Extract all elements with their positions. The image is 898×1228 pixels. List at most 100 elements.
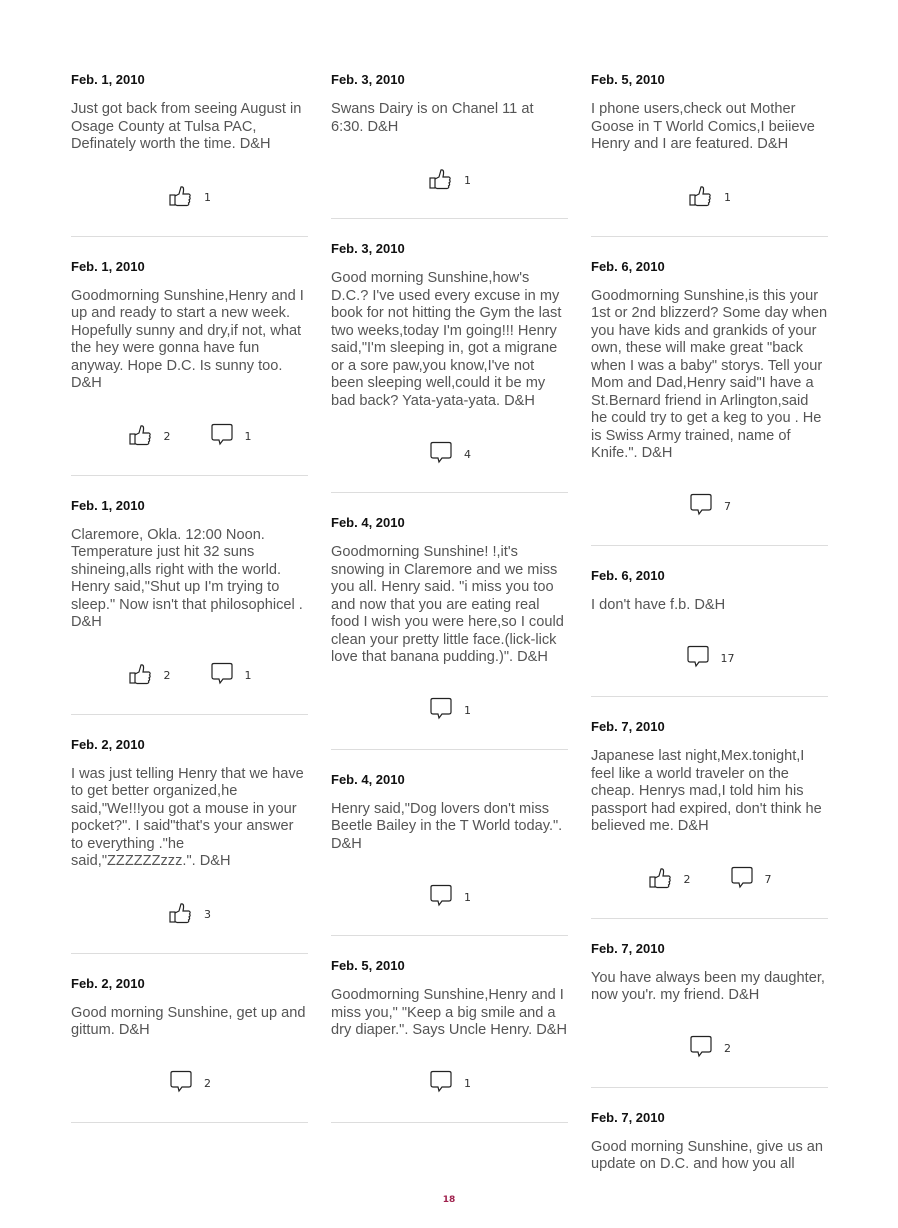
post-date: Feb. 4, 2010 bbox=[331, 515, 405, 530]
comment-count[interactable]: 17 bbox=[685, 644, 735, 673]
post-text: You have always been my daughter, now yo… bbox=[591, 969, 825, 1004]
comment-count-value: 2 bbox=[204, 1077, 211, 1090]
comment-count-value: 7 bbox=[724, 500, 731, 513]
like-count[interactable]: 2 bbox=[648, 865, 691, 894]
post: Feb. 3, 2010 Swans Dairy is on Chanel 11 … bbox=[331, 70, 568, 219]
comment-bubble-icon bbox=[209, 422, 235, 451]
comment-count[interactable]: 1 bbox=[209, 422, 252, 451]
comment-count[interactable]: 2 bbox=[688, 1034, 731, 1063]
post: Feb. 7, 2010 Good morning Sunshine, give … bbox=[591, 1108, 828, 1174]
comment-count-value: 17 bbox=[720, 651, 735, 665]
post-text: Just got back from seeing August in Osag… bbox=[71, 101, 302, 152]
like-count[interactable]: 1 bbox=[428, 166, 471, 195]
divider bbox=[331, 935, 568, 936]
post-actions: 3 bbox=[71, 901, 308, 929]
thumbs-up-icon bbox=[168, 183, 194, 212]
post-actions: 1 bbox=[591, 184, 828, 212]
post-date: Feb. 7, 2010 bbox=[591, 940, 665, 956]
post-date: Feb. 7, 2010 bbox=[591, 1109, 665, 1125]
post: Feb. 7, 2010 Japanese last night,Mex.toni… bbox=[591, 717, 828, 919]
comment-bubble-icon bbox=[428, 696, 454, 725]
divider bbox=[71, 235, 308, 237]
divider bbox=[71, 713, 308, 715]
thumbs-up-icon bbox=[688, 183, 714, 212]
divider bbox=[591, 917, 828, 919]
like-count[interactable]: 2 bbox=[128, 422, 171, 451]
post: Feb. 4, 2010 Henry said,"Dog lovers don't… bbox=[331, 770, 568, 936]
post-date: Feb. 6, 2010 bbox=[591, 258, 665, 274]
post: Feb. 2, 2010 Good morning Sunshine, get u… bbox=[71, 974, 308, 1123]
comment-bubble-icon bbox=[209, 661, 235, 690]
like-count-value: 1 bbox=[204, 191, 211, 204]
post: Feb. 4, 2010 Goodmorning Sunshine! !,it's… bbox=[331, 513, 568, 750]
post-text: Goodmorning Sunshine! !,it's snowing in … bbox=[331, 544, 564, 665]
comment-count[interactable]: 1 bbox=[428, 1069, 471, 1098]
post-date: Feb. 1, 2010 bbox=[71, 497, 145, 513]
like-count[interactable]: 1 bbox=[688, 183, 731, 212]
post-text: Good morning Sunshine, give us an update… bbox=[591, 1138, 824, 1173]
post: Feb. 6, 2010 I don't have f.b. D&H 17 bbox=[591, 566, 828, 697]
post-text: I was just telling Henry that we have to… bbox=[71, 765, 304, 870]
post: Feb. 7, 2010 You have always been my daug… bbox=[591, 939, 828, 1088]
post-date: Feb. 2, 2010 bbox=[71, 975, 145, 991]
divider bbox=[331, 1121, 568, 1123]
column-3: Feb. 5, 2010 I phone users,check out Moth… bbox=[591, 70, 828, 1174]
post: Feb. 1, 2010 Goodmorning Sunshine,Henry a… bbox=[71, 257, 308, 476]
comment-count[interactable]: 2 bbox=[168, 1069, 211, 1098]
post-text: Japanese last night,Mex.tonight,I feel l… bbox=[591, 748, 822, 834]
like-count[interactable]: 1 bbox=[168, 183, 211, 212]
comment-count[interactable]: 1 bbox=[428, 696, 471, 725]
post-text: Goodmorning Sunshine,Henry and I miss yo… bbox=[331, 987, 568, 1038]
comment-count-value: 1 bbox=[244, 669, 252, 682]
comment-count[interactable]: 1 bbox=[428, 883, 471, 912]
like-count[interactable]: 2 bbox=[128, 661, 171, 690]
post: Feb. 3, 2010 Good morning Sunshine,how's … bbox=[331, 239, 568, 493]
comment-bubble-icon bbox=[168, 1069, 194, 1098]
like-count-value: 2 bbox=[163, 430, 171, 443]
post-actions: 7 bbox=[591, 493, 828, 521]
divider bbox=[71, 952, 308, 954]
divider bbox=[591, 544, 828, 546]
like-count[interactable]: 3 bbox=[168, 900, 211, 929]
post-date: Feb. 3, 2010 bbox=[331, 72, 405, 87]
divider bbox=[71, 1121, 308, 1123]
post-actions: 4 bbox=[331, 440, 568, 468]
post-actions: 2 bbox=[71, 1070, 308, 1098]
post-actions: 1 bbox=[331, 1070, 568, 1098]
post-text: Good morning Sunshine,how's D.C.? I've u… bbox=[331, 270, 562, 409]
divider bbox=[331, 748, 568, 750]
comment-bubble-icon bbox=[428, 883, 454, 912]
thumbs-up-icon bbox=[168, 900, 194, 929]
like-count-value: 3 bbox=[204, 908, 211, 921]
post-text: I don't have f.b. D&H bbox=[591, 596, 726, 613]
post-actions: 17 bbox=[591, 644, 828, 672]
post-date: Feb. 4, 2010 bbox=[331, 771, 405, 787]
comment-count-value: 7 bbox=[764, 873, 772, 886]
comment-bubble-icon bbox=[428, 1069, 454, 1098]
post: Feb. 1, 2010 Claremore, Okla. 12:00 Noon.… bbox=[71, 496, 308, 715]
comment-count[interactable]: 1 bbox=[209, 661, 252, 690]
comment-count[interactable]: 4 bbox=[428, 440, 471, 469]
comment-count-value: 2 bbox=[724, 1042, 731, 1055]
post-actions: 1 bbox=[331, 883, 568, 911]
post-actions: 1 bbox=[71, 184, 308, 212]
divider bbox=[591, 696, 828, 697]
comment-count-value: 1 bbox=[244, 430, 252, 443]
post: Feb. 5, 2010 Goodmorning Sunshine,Henry a… bbox=[331, 956, 568, 1123]
comment-count-value: 1 bbox=[464, 1077, 471, 1090]
comment-bubble-icon bbox=[685, 644, 711, 673]
like-count-value: 2 bbox=[163, 669, 171, 682]
divider bbox=[331, 218, 568, 219]
divider bbox=[331, 492, 568, 493]
post-text: Goodmorning Sunshine,Henry and I up and … bbox=[71, 287, 304, 392]
comment-bubble-icon bbox=[729, 865, 755, 894]
comment-count[interactable]: 7 bbox=[729, 865, 772, 894]
post-text: Henry said,"Dog lovers don't miss Beetle… bbox=[331, 800, 563, 852]
divider bbox=[71, 474, 308, 476]
post-actions: 2 bbox=[591, 1035, 828, 1063]
like-count-value: 1 bbox=[724, 191, 731, 204]
comment-count[interactable]: 7 bbox=[688, 492, 731, 521]
